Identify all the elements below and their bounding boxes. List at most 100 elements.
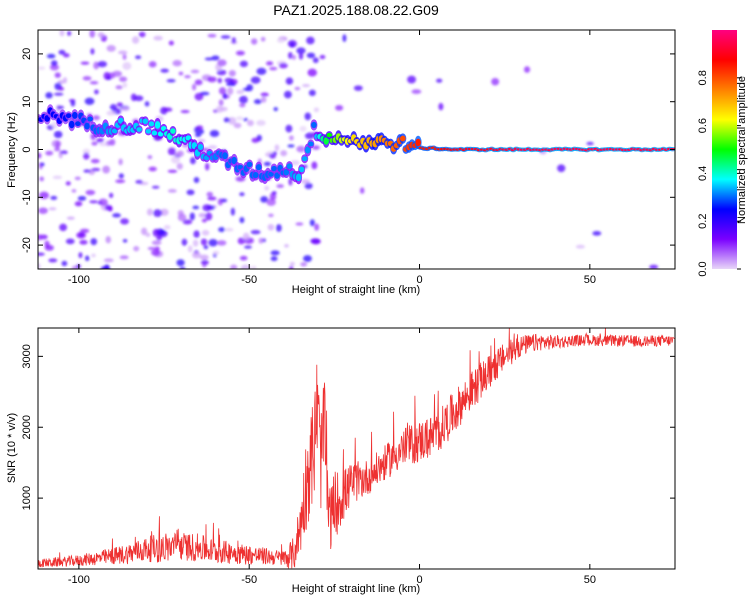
heatmap-speck <box>79 228 90 233</box>
heatmap-speck <box>204 162 210 171</box>
heatmap-speck <box>233 122 242 129</box>
y-tick-label: 20 <box>21 48 33 60</box>
heatmap-speck <box>306 52 316 59</box>
heatmap-speck <box>80 61 90 65</box>
heatmap-speck <box>268 213 274 218</box>
heatmap-speck <box>288 135 294 141</box>
heatmap-speck <box>192 239 199 247</box>
heatmap-speck <box>266 198 276 206</box>
heatmap-speck <box>38 252 45 256</box>
colorbar: 0.0 0.2 0.4 0.6 0.8 Normalized spectral ampl… <box>697 30 748 277</box>
spectrogram-y-ticks: 20 10 0 -10 -20 <box>21 48 675 253</box>
heatmap-speck <box>83 152 90 160</box>
heatmap-speck <box>260 36 266 42</box>
x-tick-label: 50 <box>584 274 596 286</box>
ridge-cell <box>323 137 329 145</box>
heatmap-speck <box>230 207 235 216</box>
heatmap-speck <box>106 110 116 116</box>
ridge-cell <box>111 128 118 134</box>
heatmap-speck <box>270 256 278 262</box>
heatmap-speck <box>253 99 262 105</box>
heatmap-speck <box>48 207 57 211</box>
x-tick-label: 0 <box>416 274 422 286</box>
heatmap-speck <box>134 95 144 102</box>
heatmap-speck <box>240 264 251 269</box>
heatmap-speck <box>89 200 98 204</box>
heatmap-speck <box>250 229 261 235</box>
heatmap-speck <box>108 205 113 212</box>
ridge-cell <box>71 111 78 119</box>
heatmap-speck <box>91 253 96 258</box>
heatmap-speck <box>89 30 96 38</box>
heatmap-speck <box>156 235 162 241</box>
heatmap-speck <box>575 244 585 249</box>
heatmap-speck <box>191 83 197 91</box>
colorbar-tick-label: 0.6 <box>697 118 709 133</box>
heatmap-speck <box>198 129 204 135</box>
heatmap-speck <box>193 230 200 238</box>
heatmap-speck <box>359 187 365 194</box>
heatmap-speck <box>246 119 254 127</box>
heatmap-speck <box>301 83 311 88</box>
heatmap-speck <box>167 189 177 193</box>
heatmap-speck <box>74 201 83 207</box>
heatmap-speck <box>270 250 280 256</box>
heatmap-speck <box>102 165 111 174</box>
heatmap-speck <box>239 255 248 261</box>
heatmap-speck <box>50 195 58 200</box>
heatmap-speck <box>76 231 87 239</box>
heatmap-speck <box>186 189 195 196</box>
x-tick-label: -100 <box>68 274 90 286</box>
heatmap-speck <box>118 50 128 55</box>
heatmap-speck <box>265 61 274 66</box>
heatmap-speck <box>148 61 157 68</box>
heatmap-speck <box>120 218 129 225</box>
y-tick-label: 1000 <box>21 486 33 510</box>
heatmap-speck <box>105 236 111 244</box>
heatmap-speck <box>85 189 96 196</box>
heatmap-speck <box>250 76 261 84</box>
heatmap-speck <box>296 47 306 54</box>
heatmap-speck <box>109 138 116 146</box>
ridge-cell <box>268 171 274 177</box>
heatmap-speck <box>289 265 294 269</box>
heatmap-speck <box>147 246 157 251</box>
heatmap-speck <box>224 227 234 232</box>
heatmap-speck <box>122 238 128 243</box>
heatmap-speck <box>306 36 315 45</box>
heatmap-speck <box>198 213 207 218</box>
heatmap-speck <box>166 78 176 83</box>
heatmap-speck <box>176 150 184 157</box>
heatmap-speck <box>256 67 267 75</box>
heatmap-speck <box>242 87 250 92</box>
snr-x-axis-title: Height of straight line (km) <box>292 583 420 595</box>
heatmap-speck <box>264 185 270 191</box>
heatmap-speck <box>310 238 321 244</box>
heatmap-speck <box>223 117 230 123</box>
x-tick-label: -50 <box>241 274 257 286</box>
heatmap-speck <box>308 89 316 97</box>
heatmap-speck <box>62 77 68 84</box>
heatmap-speck <box>163 225 171 230</box>
ridge-cell <box>65 113 72 119</box>
ridge-cell <box>301 156 308 162</box>
heatmap-speck <box>212 250 220 255</box>
heatmap-speck <box>242 117 249 122</box>
heatmap-speck <box>256 119 266 126</box>
heatmap-speck <box>55 140 60 149</box>
heatmap-speck <box>84 255 90 262</box>
heatmap-speck <box>239 216 245 224</box>
heatmap-speck <box>303 255 312 263</box>
heatmap-speck <box>39 191 49 200</box>
heatmap-speck <box>50 60 58 67</box>
heatmap-speck <box>207 76 217 83</box>
heatmap-speck <box>167 169 178 173</box>
heatmap-speck <box>180 109 190 114</box>
heatmap-speck <box>52 175 63 180</box>
heatmap-speck <box>206 191 214 197</box>
heatmap-speck <box>71 189 77 193</box>
heatmap-speck <box>319 54 326 60</box>
heatmap-speck <box>182 219 193 225</box>
heatmap-speck <box>203 245 209 250</box>
heatmap-speck <box>275 224 282 232</box>
